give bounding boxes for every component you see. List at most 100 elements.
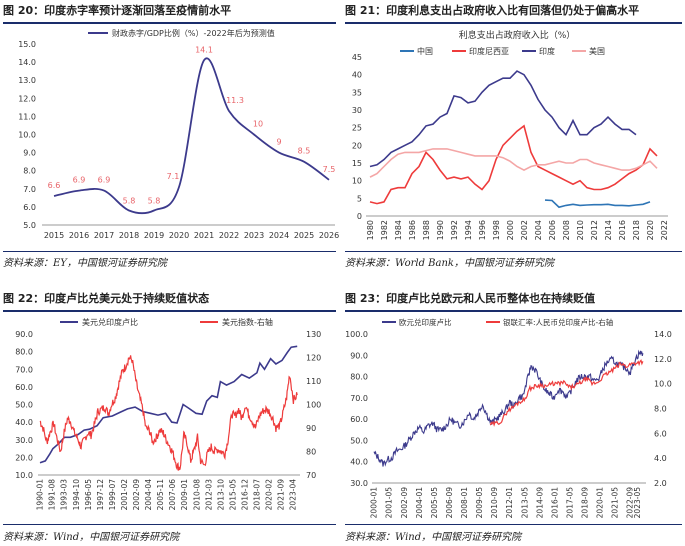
- y-tick-label: 14.0: [18, 58, 36, 67]
- y2-tick-label: 90: [306, 424, 316, 433]
- x-tick-label: 2006-09: [445, 487, 454, 519]
- title-rule: [3, 22, 336, 24]
- y2-tick-label: 2.0: [654, 479, 667, 488]
- y-tick-label: 13.0: [18, 76, 36, 85]
- x-tick-label: 2026: [319, 231, 339, 240]
- x-tick-label: 2010: [576, 220, 585, 240]
- x-tick-label: 2000: [506, 220, 515, 240]
- y2-tick-label: 10.0: [654, 380, 672, 389]
- y2-tick-label: 120: [306, 354, 321, 363]
- data-label: 11.3: [226, 96, 244, 105]
- legend-label: 财政赤字/GDP比例（%）-2022年后为预测值: [112, 28, 275, 38]
- y-tick-label: 15: [352, 159, 362, 168]
- y-tick-label: 8.0: [23, 167, 36, 176]
- eur-cny-inr-line-chart: 欧元兑印度卢比 银联汇率:人民币兑印度卢比-右轴 30.0 40.0 50.0 60.0 7…: [345, 317, 672, 519]
- x-tick-label: 1986: [408, 220, 417, 240]
- y-tick-label: 30.0: [15, 436, 33, 445]
- x-tick-label: 2023-05: [633, 487, 642, 519]
- y-tick-label: 35: [352, 88, 362, 97]
- x-tick-label: 1998: [492, 220, 501, 240]
- data-label: 8.5: [298, 147, 311, 156]
- y2-tick-label: 110: [306, 377, 321, 386]
- legend-label: 欧元兑印度卢比: [399, 317, 452, 327]
- x-tick-label: 2008-01: [460, 487, 469, 519]
- x-tick-label: 2022: [219, 231, 239, 240]
- source-rule: [345, 251, 682, 252]
- x-tick-label: 2021: [194, 231, 214, 240]
- y2-tick-label: 130: [306, 330, 321, 339]
- source-note: 资料来源：World Bank，中国银河证券研究院: [345, 258, 554, 269]
- y-tick-label: 70.0: [350, 394, 368, 403]
- data-label: 10: [253, 120, 263, 129]
- data-label: 7.5: [323, 165, 336, 174]
- x-tick-label: 2012-01: [505, 487, 514, 519]
- x-tick-label: 2018-07: [253, 479, 262, 511]
- data-label: 6.9: [98, 176, 111, 185]
- x-tick-label: 2012: [590, 220, 599, 240]
- y-tick-label: 80.0: [350, 373, 368, 382]
- data-label: 6.9: [73, 176, 86, 185]
- x-tick-label: 2010-09: [490, 487, 499, 519]
- x-tick-label: 2009-05: [475, 487, 484, 519]
- y-tick-label: 30: [352, 106, 362, 115]
- eur-inr-line: [373, 349, 644, 467]
- chart-subtitle: 利息支出占政府收入比（%）: [459, 29, 576, 41]
- x-tick-label: 2004-04: [144, 479, 153, 511]
- x-tick-label: 1999-07: [108, 479, 117, 511]
- data-label: 7.1: [167, 172, 180, 181]
- legend-label: 美元兑印度卢比: [82, 317, 138, 327]
- x-tick-label: 2010-08: [192, 479, 201, 511]
- x-tick-label: 1980: [366, 220, 375, 240]
- y-tick-label: 7.0: [23, 185, 36, 194]
- y-tick-label: 40.0: [15, 418, 33, 427]
- x-tick-label: 2008: [562, 220, 571, 240]
- chart-title-fig21: 图 21：印度利息支出占政府收入比有回落但仍处于偏高水平: [345, 4, 640, 17]
- x-tick-label: 2000-01: [370, 487, 379, 519]
- x-tick-label: 2018: [632, 220, 641, 240]
- y-tick-label: 60.0: [15, 383, 33, 392]
- y-tick-label: 30.0: [350, 479, 368, 488]
- x-tick-label: 2020: [169, 231, 189, 240]
- x-tick-label: 2018-09: [581, 487, 590, 519]
- x-tick-label: 2013-05: [520, 487, 529, 519]
- x-tick-label: 2002-09: [132, 479, 141, 511]
- x-tick-label: 1990: [436, 220, 445, 240]
- x-tick-label: 2001-05: [385, 487, 394, 519]
- x-tick-label: 2004: [534, 220, 543, 240]
- y-tick-label: 70.0: [15, 365, 33, 374]
- y-tick-label: 90.0: [350, 351, 368, 360]
- x-tick-label: 2002-09: [400, 487, 409, 519]
- source-note: 资料来源：Wind，中国银河证券研究院: [3, 532, 180, 543]
- x-tick-label: 2020-01: [596, 487, 605, 519]
- x-tick-label: 1992: [450, 220, 459, 240]
- y-tick-label: 9.0: [23, 149, 36, 158]
- x-tick-label: 2016-01: [550, 487, 559, 519]
- legend-label: 印度: [539, 46, 555, 56]
- x-tick-label: 2020: [646, 220, 655, 240]
- source-rule: [3, 524, 336, 525]
- x-tick-label: 2014: [604, 220, 613, 240]
- y-tick-label: 60.0: [350, 415, 368, 424]
- x-tick-label: 2022: [660, 220, 669, 240]
- x-tick-label: 2014-09: [535, 487, 544, 519]
- y-tick-label: 10: [352, 177, 362, 186]
- x-tick-label: 2016-12: [240, 479, 249, 511]
- x-tick-label: 2015-05: [228, 479, 237, 511]
- y-tick-label: 10.0: [15, 471, 33, 480]
- x-tick-label: 2020-02: [265, 479, 274, 511]
- y-tick-label: 50.0: [15, 401, 33, 410]
- x-tick-label: 2005-05: [430, 487, 439, 519]
- usd-inr-line-chart: 美元兑印度卢比 美元指数-右轴 10.0 20.0 30.0 40.0 50.0 60.0 70…: [15, 317, 321, 511]
- data-label: 5.8: [123, 197, 136, 206]
- legend-label: 美国: [589, 46, 605, 56]
- x-tick-label: 2002: [520, 220, 529, 240]
- y-tick-label: 40: [352, 71, 362, 80]
- x-tick-label: 1997-12: [96, 479, 105, 511]
- x-tick-label: 2023: [244, 231, 264, 240]
- series-line-3: [369, 148, 658, 178]
- title-rule: [345, 310, 682, 312]
- x-tick-label: 2007-06: [168, 479, 177, 511]
- x-tick-label: 1994: [464, 220, 473, 240]
- y-tick-label: 100.0: [345, 330, 368, 339]
- x-tick-label: 2018: [119, 231, 139, 240]
